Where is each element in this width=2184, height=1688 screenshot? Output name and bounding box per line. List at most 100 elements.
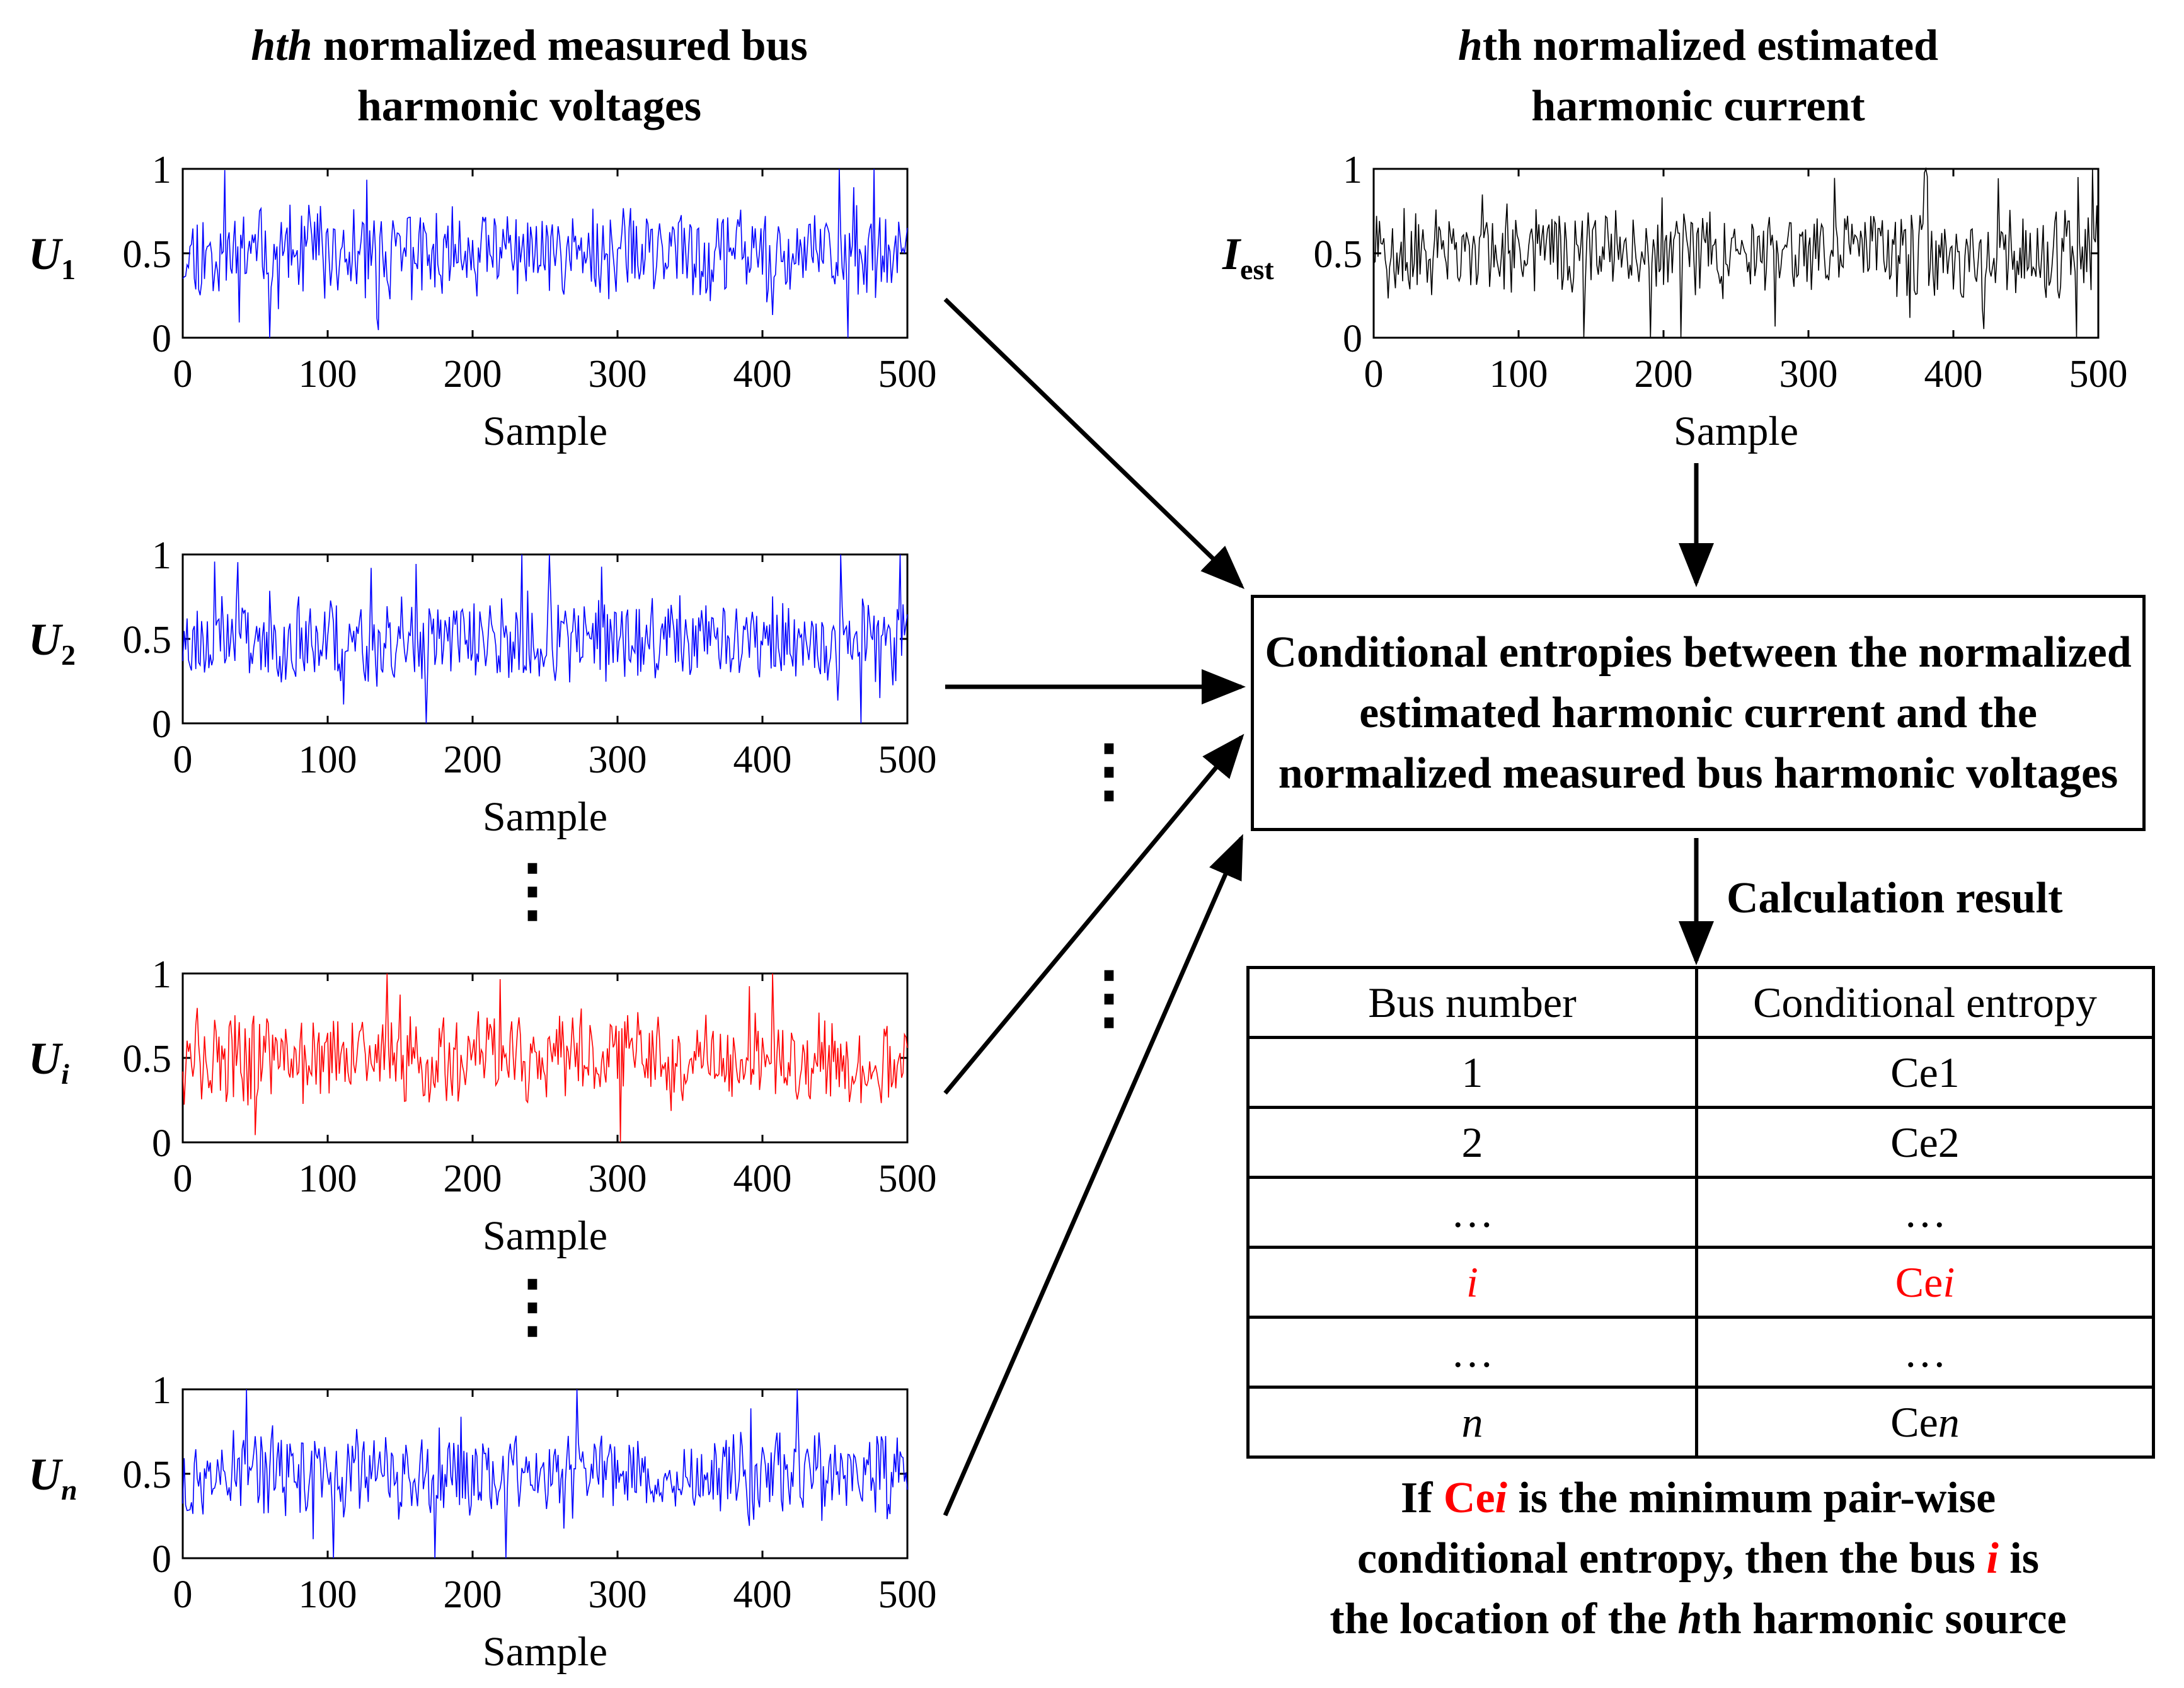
ce-prefix: …	[1904, 1188, 1946, 1236]
signal-trace	[182, 973, 908, 1143]
x-tick-label: 200	[444, 738, 502, 781]
plot-ui: 0 0.5 1 0 100 200 300 400 500 Sample Ui	[28, 953, 937, 1259]
plot-frame	[1372, 168, 2100, 339]
y-tick-label: 0.5	[123, 1454, 172, 1496]
table-header-row: Bus number Conditional entropy	[1246, 966, 2155, 1039]
cell-bus: n	[1246, 1386, 1698, 1459]
x-tick-label: 300	[589, 353, 647, 396]
table-row: 2 Ce2	[1246, 1106, 2155, 1179]
conclusion-l3-b: th harmonic source	[1702, 1595, 2067, 1643]
ce-prefix: Ce	[1890, 1118, 1938, 1166]
left-title: hth normalized measured bus harmonic vol…	[101, 16, 958, 137]
signal-trace	[182, 554, 908, 724]
x-tick-label: 100	[299, 738, 357, 781]
cell-ce: Ce1	[1695, 1036, 2155, 1109]
x-tick-label: 0	[173, 1573, 193, 1616]
y-tick-label: 0.5	[123, 1038, 172, 1081]
x-tick-label: 500	[878, 738, 937, 781]
x-tick-label: 300	[589, 738, 647, 781]
x-tick-label: 500	[878, 1157, 937, 1200]
bus-italic: n	[1461, 1398, 1483, 1446]
x-tick-label: 400	[733, 1573, 792, 1616]
conclusion-text: If Cei is the minimum pair-wise conditio…	[1251, 1468, 2146, 1650]
right-title-italic: h	[1457, 21, 1483, 70]
right-title: hth normalized estimated harmonic curren…	[1292, 16, 2105, 137]
conditional-entropy-box: Conditional entropies between the normal…	[1251, 595, 2146, 831]
y-tick-label: 0	[152, 1538, 171, 1581]
x-tick-label: 200	[444, 1573, 502, 1616]
ce-suffix: n	[1938, 1398, 1960, 1446]
plot-iest: 0 0.5 1 0 100 200 300 400 500 Sample Iest	[1222, 149, 2128, 454]
x-tick-label: 300	[589, 1573, 647, 1616]
left-title-italic: hth	[251, 21, 313, 70]
x-tick-label: 500	[878, 1573, 937, 1616]
x-axis-label: Sample	[1674, 408, 1798, 454]
cell-ce: Ce2	[1695, 1106, 2155, 1179]
vdots-2: ⋮	[498, 1268, 567, 1345]
plot-u1: 0 0.5 1 0 100 200 300 400 500 Sample U1	[28, 149, 937, 454]
plot-frame	[181, 553, 909, 725]
table-row: n Cen	[1246, 1386, 2155, 1459]
y-axis-label: Un	[28, 1449, 78, 1506]
table-row: … …	[1246, 1176, 2155, 1249]
y-tick-label: 0.5	[123, 233, 172, 276]
x-tick-label: 500	[878, 353, 937, 396]
signal-trace	[1373, 167, 2099, 338]
x-axis-label: Sample	[483, 408, 607, 454]
y-tick-label: 0	[152, 703, 171, 746]
x-tick-label: 500	[2069, 353, 2128, 396]
y-axis-label: U2	[28, 614, 76, 671]
vdots-4: ⋮	[1074, 959, 1144, 1036]
cell-ce: Cei	[1695, 1246, 2155, 1319]
cell-bus: 1	[1246, 1036, 1698, 1109]
left-title-line1: normalized measured bus	[312, 21, 808, 70]
y-tick-label: 1	[152, 149, 171, 192]
plot-frame	[181, 972, 909, 1144]
y-axis-label: Iest	[1222, 229, 1274, 285]
conclusion-l2-a: conditional entropy, then the bus	[1357, 1534, 1987, 1583]
arrow-ui-to-box	[943, 733, 1244, 1095]
x-axis-label: Sample	[483, 794, 607, 840]
left-title-line2: harmonic voltages	[357, 82, 702, 130]
ce-prefix: Ce	[1895, 1258, 1943, 1306]
x-tick-label: 200	[1635, 353, 1693, 396]
y-axis-label: U1	[28, 229, 76, 285]
conclusion-l1-b: is the minimum pair-wise	[1507, 1474, 1996, 1522]
arrow-un-to-box	[943, 834, 1244, 1517]
conclusion-l3-a: the location of the	[1330, 1595, 1678, 1643]
ce-prefix: Ce	[1890, 1048, 1938, 1096]
y-tick-label: 1	[152, 953, 171, 996]
x-tick-label: 200	[444, 353, 502, 396]
x-tick-label: 300	[1779, 353, 1838, 396]
right-title-line2: harmonic current	[1531, 82, 1865, 130]
conclusion-red-bus-i: i	[1986, 1534, 1999, 1583]
table-row: 1 Ce1	[1246, 1036, 2155, 1109]
x-tick-label: 100	[1490, 353, 1548, 396]
cell-bus: 2	[1246, 1106, 1698, 1179]
header-bus-number: Bus number	[1246, 966, 1698, 1039]
vdots-3: ⋮	[1074, 732, 1144, 809]
x-tick-label: 100	[299, 353, 357, 396]
table-row-highlight: i Cei	[1246, 1246, 2155, 1319]
y-axis-label: Ui	[28, 1033, 69, 1090]
conclusion-l2-b: is	[1998, 1534, 2039, 1583]
plot-frame	[181, 1388, 909, 1559]
cell-ce: Cen	[1695, 1386, 2155, 1459]
x-tick-label: 400	[733, 1157, 792, 1200]
y-tick-label: 1	[1343, 149, 1362, 192]
y-tick-label: 0	[1343, 318, 1362, 360]
x-tick-label: 200	[444, 1157, 502, 1200]
plot-un: 0 0.5 1 0 100 200 300 400 500 Sample Un	[28, 1369, 937, 1675]
x-tick-label: 400	[733, 738, 792, 781]
cell-bus: …	[1246, 1316, 1698, 1389]
y-tick-label: 0.5	[123, 619, 172, 662]
vdots-1: ⋮	[498, 852, 567, 929]
cell-ce: …	[1695, 1316, 2155, 1389]
bus-italic: i	[1466, 1258, 1478, 1306]
header-conditional-entropy: Conditional entropy	[1695, 966, 2155, 1039]
ce-prefix: Ce	[1890, 1398, 1938, 1446]
y-tick-label: 0.5	[1314, 233, 1363, 276]
cell-bus: …	[1246, 1176, 1698, 1249]
